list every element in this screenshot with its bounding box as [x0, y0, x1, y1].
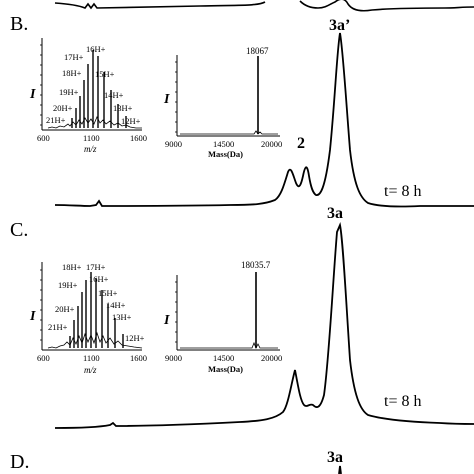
charge-label: 13H+ [113, 103, 133, 113]
intensity-axis-label: I [29, 309, 36, 324]
charge-label: 19H+ [58, 280, 78, 290]
intensity-axis-label: I [29, 87, 36, 102]
ms-peaks [71, 50, 127, 128]
y-ticks [40, 44, 42, 126]
mz-axis-label: m/z [84, 144, 97, 154]
deconv-baseline [180, 341, 278, 349]
peak-label-3a: 3a [327, 449, 343, 466]
chromatogram-trace-start [338, 465, 342, 474]
panel-label: C. [10, 219, 28, 241]
panel-c: C. 3a t= 8 h [10, 205, 474, 429]
deconv-value: 18067 [246, 46, 269, 56]
charge-label: 17H+ [86, 262, 106, 272]
peak-label-3a-prime: 3a’ [329, 17, 350, 34]
charge-label: 13H+ [112, 312, 132, 322]
deconv-baseline [180, 130, 278, 135]
charge-label: 12H+ [125, 333, 145, 343]
charge-label: 20H+ [53, 103, 73, 113]
charge-label: 21H+ [46, 115, 66, 125]
inset-ms-spectrum: 17H+ 16H+ 18H+ 15H+ 19H+ 14H+ 20H+ 13H+ … [29, 38, 147, 154]
mass-tick: 9000 [165, 353, 182, 363]
intensity-axis-label: I [163, 313, 170, 328]
charge-label: 16H+ [89, 274, 109, 284]
mass-tick: 14500 [213, 139, 234, 149]
deconv-value: 18035.7 [241, 260, 271, 270]
y-ticks [40, 269, 42, 341]
charge-label: 15H+ [98, 288, 118, 298]
chromatogram-trace [54, 32, 474, 208]
panel-label: D. [10, 451, 29, 473]
mz-tick: 1100 [83, 353, 100, 363]
mass-tick: 14500 [213, 353, 234, 363]
panel-a-trace-tail [54, 0, 474, 12]
ms-baseline-noise [47, 331, 143, 349]
inset-deconvoluted-mass: 18067 I 9000 14500 20000 Mass(Da) [163, 46, 282, 159]
mass-tick: 20000 [261, 139, 282, 149]
chromatogram-trace [54, 221, 474, 429]
mass-axis-label: Mass(Da) [208, 364, 243, 374]
y-ticks [175, 281, 177, 343]
peak-label-3a: 3a [327, 205, 343, 222]
mz-axis-label: m/z [84, 365, 97, 375]
mass-tick: 9000 [165, 139, 182, 149]
time-label: t= 8 h [384, 393, 421, 410]
charge-label: 14H+ [104, 90, 124, 100]
panel-label: B. [10, 13, 28, 35]
ms-peaks [69, 272, 124, 348]
charge-label: 19H+ [59, 87, 79, 97]
intensity-axis-label: I [163, 92, 170, 107]
mz-tick: 1100 [83, 133, 100, 143]
mz-tick: 1600 [130, 353, 147, 363]
charge-label: 18H+ [62, 68, 82, 78]
mz-tick: 600 [37, 133, 50, 143]
charge-label: 12H+ [121, 116, 141, 126]
charge-label: 15H+ [95, 69, 115, 79]
panel-b: B. 3a’ 2 t= 8 h [10, 13, 474, 208]
mass-axis-label: Mass(Da) [208, 149, 243, 159]
time-label: t= 8 h [384, 183, 421, 200]
charge-label: 21H+ [48, 322, 68, 332]
charge-label: 16H+ [86, 44, 106, 54]
y-ticks [175, 61, 177, 133]
ms-baseline-noise [47, 116, 142, 129]
inset-ms-spectrum: 18H+ 17H+ 16H+ 19H+ 15H+ 20H+ 14H+ 13H+ … [29, 262, 147, 375]
peak-label-2: 2 [297, 135, 305, 152]
inset-deconvoluted-mass: 18035.7 I 9000 14500 20000 Mass(Da) [163, 260, 282, 374]
mz-tick: 600 [37, 353, 50, 363]
charge-label: 18H+ [62, 262, 82, 272]
charge-label: 14H+ [106, 300, 126, 310]
mz-tick: 1600 [130, 133, 147, 143]
panel-d: D. 3a [10, 449, 343, 474]
charge-label: 17H+ [64, 52, 84, 62]
charge-label: 20H+ [55, 304, 75, 314]
mass-tick: 20000 [261, 353, 282, 363]
